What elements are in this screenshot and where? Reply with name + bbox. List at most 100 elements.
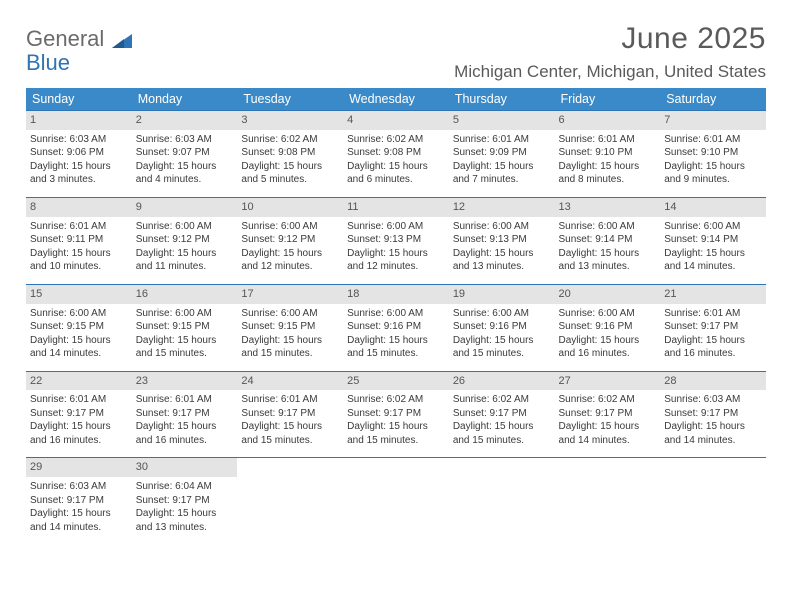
calendar-day-cell: 3Sunrise: 6:02 AMSunset: 9:08 PMDaylight… bbox=[237, 111, 343, 198]
sunset-text: Sunset: 9:16 PM bbox=[347, 320, 445, 334]
calendar-day-cell bbox=[660, 458, 766, 544]
day-number: 29 bbox=[26, 458, 132, 477]
daylight-line1: Daylight: 15 hours bbox=[30, 334, 128, 348]
day-number: 8 bbox=[26, 198, 132, 217]
calendar-week-row: 15Sunrise: 6:00 AMSunset: 9:15 PMDayligh… bbox=[26, 284, 766, 371]
daylight-line2: and 9 minutes. bbox=[664, 173, 762, 187]
daylight-line2: and 16 minutes. bbox=[136, 434, 234, 448]
sunset-text: Sunset: 9:09 PM bbox=[453, 146, 551, 160]
daylight-line2: and 15 minutes. bbox=[347, 434, 445, 448]
brand-word2: Blue bbox=[26, 50, 70, 75]
calendar-day-cell: 7Sunrise: 6:01 AMSunset: 9:10 PMDaylight… bbox=[660, 111, 766, 198]
daylight-line2: and 13 minutes. bbox=[559, 260, 657, 274]
day-number: 15 bbox=[26, 285, 132, 304]
sunset-text: Sunset: 9:17 PM bbox=[559, 407, 657, 421]
daylight-line2: and 15 minutes. bbox=[136, 347, 234, 361]
sunset-text: Sunset: 9:08 PM bbox=[347, 146, 445, 160]
calendar-day-cell: 5Sunrise: 6:01 AMSunset: 9:09 PMDaylight… bbox=[449, 111, 555, 198]
calendar-day-cell: 6Sunrise: 6:01 AMSunset: 9:10 PMDaylight… bbox=[555, 111, 661, 198]
sunrise-text: Sunrise: 6:00 AM bbox=[241, 220, 339, 234]
sunrise-text: Sunrise: 6:00 AM bbox=[136, 220, 234, 234]
calendar-day-cell: 22Sunrise: 6:01 AMSunset: 9:17 PMDayligh… bbox=[26, 371, 132, 458]
sunset-text: Sunset: 9:17 PM bbox=[241, 407, 339, 421]
sunset-text: Sunset: 9:15 PM bbox=[30, 320, 128, 334]
sunset-text: Sunset: 9:17 PM bbox=[664, 407, 762, 421]
brand-text: General Blue bbox=[26, 28, 132, 74]
sunset-text: Sunset: 9:07 PM bbox=[136, 146, 234, 160]
daylight-line1: Daylight: 15 hours bbox=[664, 247, 762, 261]
day-number: 11 bbox=[343, 198, 449, 217]
brand-logo: General Blue bbox=[26, 22, 132, 74]
sunset-text: Sunset: 9:15 PM bbox=[241, 320, 339, 334]
daylight-line1: Daylight: 15 hours bbox=[347, 334, 445, 348]
daylight-line1: Daylight: 15 hours bbox=[30, 420, 128, 434]
daylight-line2: and 8 minutes. bbox=[559, 173, 657, 187]
day-number: 19 bbox=[449, 285, 555, 304]
sunset-text: Sunset: 9:12 PM bbox=[241, 233, 339, 247]
daylight-line1: Daylight: 15 hours bbox=[241, 420, 339, 434]
calendar-day-cell: 9Sunrise: 6:00 AMSunset: 9:12 PMDaylight… bbox=[132, 197, 238, 284]
daylight-line1: Daylight: 15 hours bbox=[453, 420, 551, 434]
day-number: 16 bbox=[132, 285, 238, 304]
daylight-line1: Daylight: 15 hours bbox=[136, 420, 234, 434]
calendar-day-cell: 2Sunrise: 6:03 AMSunset: 9:07 PMDaylight… bbox=[132, 111, 238, 198]
daylight-line2: and 14 minutes. bbox=[559, 434, 657, 448]
calendar-day-cell: 26Sunrise: 6:02 AMSunset: 9:17 PMDayligh… bbox=[449, 371, 555, 458]
sunrise-text: Sunrise: 6:00 AM bbox=[241, 307, 339, 321]
sunset-text: Sunset: 9:12 PM bbox=[136, 233, 234, 247]
dow-sat: Saturday bbox=[660, 88, 766, 111]
sunset-text: Sunset: 9:10 PM bbox=[664, 146, 762, 160]
dow-fri: Friday bbox=[555, 88, 661, 111]
day-number: 9 bbox=[132, 198, 238, 217]
daylight-line2: and 7 minutes. bbox=[453, 173, 551, 187]
sunrise-text: Sunrise: 6:01 AM bbox=[664, 307, 762, 321]
daylight-line2: and 5 minutes. bbox=[241, 173, 339, 187]
calendar-week-row: 8Sunrise: 6:01 AMSunset: 9:11 PMDaylight… bbox=[26, 197, 766, 284]
dow-wed: Wednesday bbox=[343, 88, 449, 111]
calendar-week-row: 22Sunrise: 6:01 AMSunset: 9:17 PMDayligh… bbox=[26, 371, 766, 458]
sunset-text: Sunset: 9:14 PM bbox=[559, 233, 657, 247]
calendar-day-cell: 30Sunrise: 6:04 AMSunset: 9:17 PMDayligh… bbox=[132, 458, 238, 544]
day-number: 13 bbox=[555, 198, 661, 217]
sunset-text: Sunset: 9:15 PM bbox=[136, 320, 234, 334]
sunset-text: Sunset: 9:13 PM bbox=[453, 233, 551, 247]
sunrise-text: Sunrise: 6:00 AM bbox=[453, 307, 551, 321]
title-block: June 2025 Michigan Center, Michigan, Uni… bbox=[454, 22, 766, 82]
sunrise-text: Sunrise: 6:00 AM bbox=[136, 307, 234, 321]
page: General Blue June 2025 Michigan Center, … bbox=[0, 0, 792, 544]
daylight-line1: Daylight: 15 hours bbox=[453, 247, 551, 261]
daylight-line1: Daylight: 15 hours bbox=[559, 247, 657, 261]
sunrise-text: Sunrise: 6:01 AM bbox=[559, 133, 657, 147]
sunset-text: Sunset: 9:17 PM bbox=[664, 320, 762, 334]
daylight-line1: Daylight: 15 hours bbox=[664, 334, 762, 348]
calendar-week-row: 1Sunrise: 6:03 AMSunset: 9:06 PMDaylight… bbox=[26, 111, 766, 198]
calendar-day-cell: 4Sunrise: 6:02 AMSunset: 9:08 PMDaylight… bbox=[343, 111, 449, 198]
sunrise-text: Sunrise: 6:00 AM bbox=[664, 220, 762, 234]
daylight-line2: and 12 minutes. bbox=[241, 260, 339, 274]
day-number: 25 bbox=[343, 372, 449, 391]
day-number: 7 bbox=[660, 111, 766, 130]
sunrise-text: Sunrise: 6:02 AM bbox=[559, 393, 657, 407]
daylight-line1: Daylight: 15 hours bbox=[136, 507, 234, 521]
daylight-line2: and 16 minutes. bbox=[559, 347, 657, 361]
logo-triangle-icon bbox=[112, 30, 132, 52]
sunset-text: Sunset: 9:17 PM bbox=[136, 494, 234, 508]
day-number: 24 bbox=[237, 372, 343, 391]
calendar-day-cell: 12Sunrise: 6:00 AMSunset: 9:13 PMDayligh… bbox=[449, 197, 555, 284]
day-number: 10 bbox=[237, 198, 343, 217]
calendar-body: 1Sunrise: 6:03 AMSunset: 9:06 PMDaylight… bbox=[26, 111, 766, 545]
daylight-line2: and 12 minutes. bbox=[347, 260, 445, 274]
calendar-day-cell: 10Sunrise: 6:00 AMSunset: 9:12 PMDayligh… bbox=[237, 197, 343, 284]
sunrise-text: Sunrise: 6:03 AM bbox=[30, 133, 128, 147]
location-subtitle: Michigan Center, Michigan, United States bbox=[454, 62, 766, 82]
sunrise-text: Sunrise: 6:01 AM bbox=[453, 133, 551, 147]
day-number: 17 bbox=[237, 285, 343, 304]
day-number: 14 bbox=[660, 198, 766, 217]
brand-word1: General bbox=[26, 26, 104, 51]
day-number: 23 bbox=[132, 372, 238, 391]
daylight-line2: and 15 minutes. bbox=[453, 347, 551, 361]
sunset-text: Sunset: 9:17 PM bbox=[136, 407, 234, 421]
day-number: 28 bbox=[660, 372, 766, 391]
calendar-day-cell: 14Sunrise: 6:00 AMSunset: 9:14 PMDayligh… bbox=[660, 197, 766, 284]
day-number: 6 bbox=[555, 111, 661, 130]
